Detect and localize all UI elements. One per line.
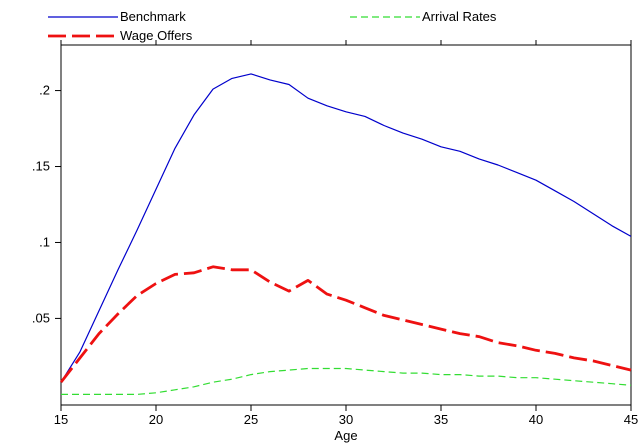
legend-label: Wage Offers — [120, 28, 193, 43]
series-line-benchmark — [60, 73, 632, 383]
x-tick-label: 45 — [624, 412, 638, 427]
x-tick-label: 40 — [529, 412, 543, 427]
series-lines — [59, 73, 632, 395]
x-tick-label: 25 — [244, 412, 258, 427]
y-tick-label: .15 — [32, 159, 50, 174]
x-axis-label: Age — [334, 428, 357, 443]
plot-area: 15 20 25 30 35 40 45 .05 .1 .15 .2 — [32, 40, 638, 427]
x-axis: 15 20 25 30 35 40 45 — [54, 40, 638, 427]
series-line-arrival-rates — [61, 367, 632, 395]
legend-label: Benchmark — [120, 9, 186, 24]
x-tick-label: 15 — [54, 412, 68, 427]
x-tick-label: 30 — [339, 412, 353, 427]
y-tick-label: .1 — [39, 234, 50, 249]
legend-label: Arrival Rates — [422, 9, 497, 24]
y-tick-label: .2 — [39, 83, 50, 98]
x-tick-label: 20 — [149, 412, 163, 427]
x-tick-label: 35 — [434, 412, 448, 427]
series-line-wage-offers — [59, 265, 632, 384]
plot-frame — [60, 44, 632, 406]
legend: Benchmark Arrival Rates Wage Offers — [48, 9, 497, 43]
y-tick-label: .05 — [32, 310, 50, 325]
y-axis: .05 .1 .15 .2 — [32, 83, 61, 325]
